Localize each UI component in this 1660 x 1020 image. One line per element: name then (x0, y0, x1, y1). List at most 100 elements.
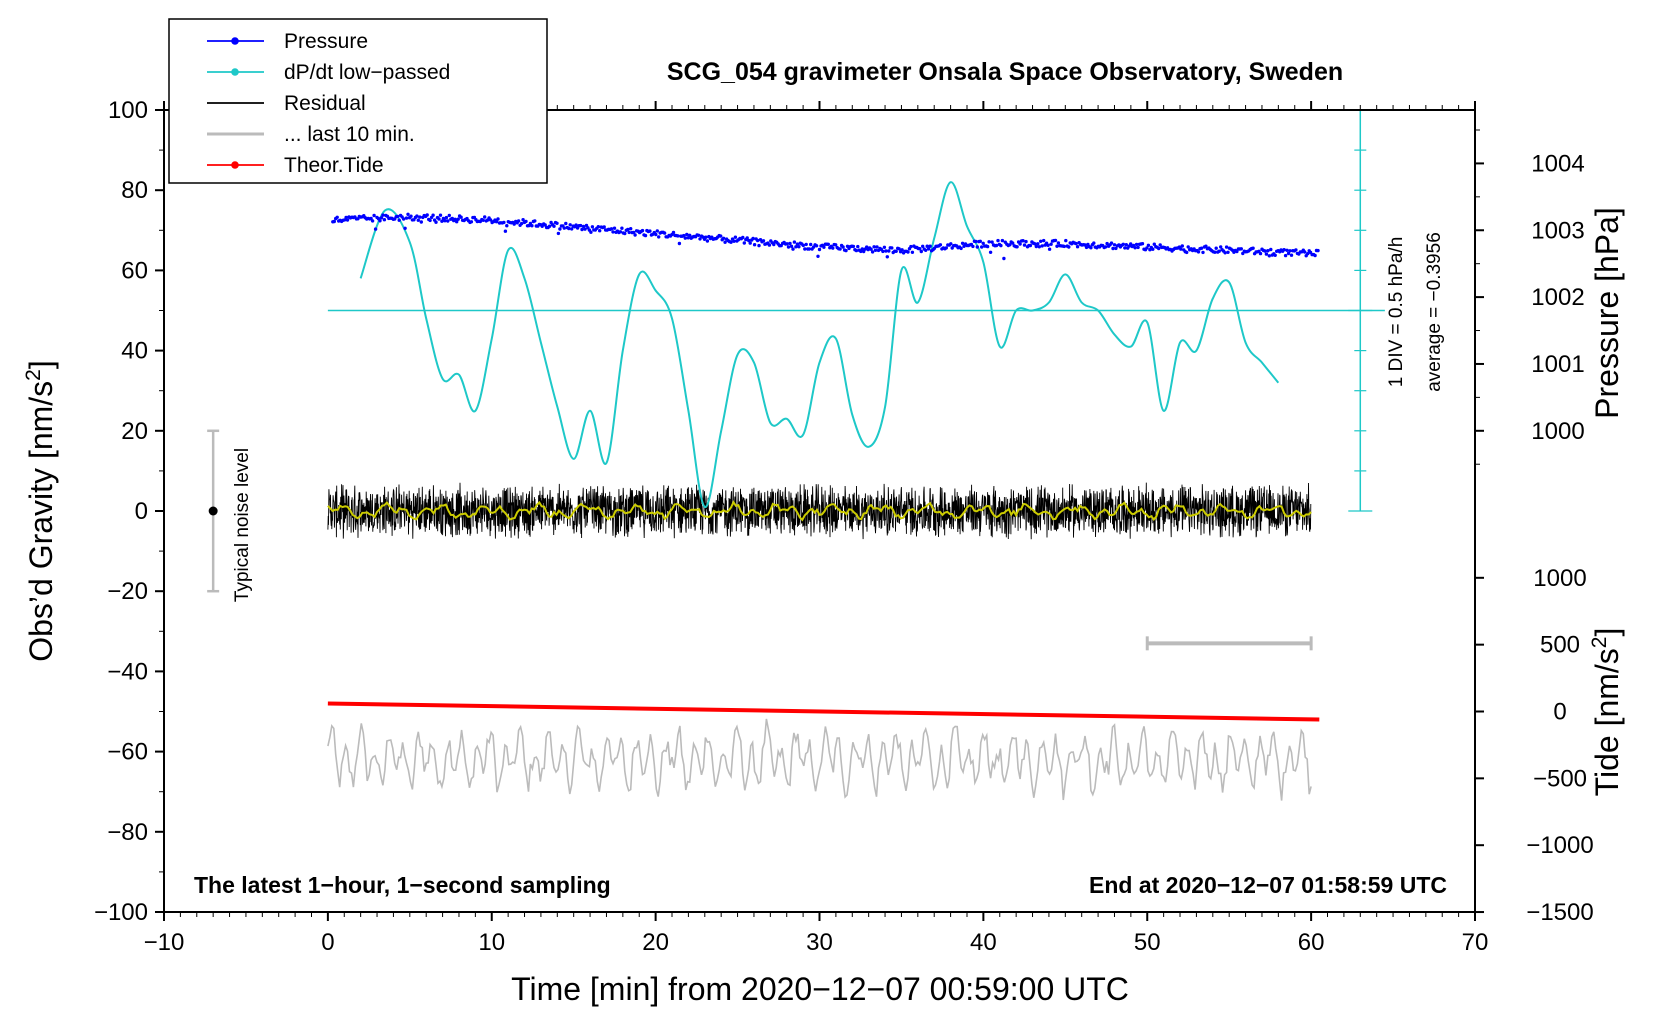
pressure-dot (1285, 248, 1289, 252)
pressure-dot (1199, 246, 1204, 250)
pressure-dot (872, 245, 876, 249)
pressure-dot (481, 218, 485, 222)
pressure-dot (335, 215, 339, 219)
pressure-dot (618, 230, 623, 234)
pressure-dot (822, 245, 826, 249)
pressure-dot (488, 218, 493, 222)
pressure-dot (854, 248, 859, 253)
residual-smoothed-line (327, 500, 1312, 522)
pressure-tick-label: 1003 (1531, 217, 1584, 244)
pressure-dot (1056, 241, 1061, 245)
pressure-dot (928, 244, 932, 248)
dpdt-line (359, 181, 1280, 509)
pressure-dot (1018, 242, 1022, 246)
pressure-dot (1185, 250, 1189, 255)
pressure-dot (1140, 242, 1145, 246)
pressure-dot (370, 219, 375, 223)
pressure-dot (772, 242, 776, 247)
pressure-dot (921, 244, 925, 248)
pressure-dot (1055, 244, 1059, 248)
pressure-dot (978, 239, 982, 243)
pressure-dot (990, 240, 994, 244)
pressure-dot (381, 213, 385, 217)
legend-swatch-dot (231, 37, 239, 45)
pressure-dot (655, 229, 659, 233)
pressure-dot (580, 227, 584, 232)
pressure-dot (1294, 248, 1298, 252)
pressure-dot (869, 247, 873, 251)
pressure-dot (494, 220, 499, 224)
pressure-dot (602, 225, 606, 229)
pressure-dot (975, 245, 979, 249)
pressure-dot (747, 238, 751, 243)
pressure-dot (1145, 246, 1149, 250)
pressure-dot (1224, 245, 1229, 249)
pressure-dot (817, 247, 822, 252)
pressure-dot (994, 243, 999, 248)
pressure-dot (881, 249, 885, 254)
pressure-dot (887, 249, 891, 253)
pressure-dot (919, 249, 923, 254)
pressure-dot (590, 225, 595, 229)
pressure-dot (1269, 247, 1273, 252)
pressure-dot (589, 230, 593, 234)
pressure-dot (626, 227, 630, 232)
pressure-dot (428, 218, 432, 223)
pressure-dot (999, 243, 1003, 248)
pressure-dot (533, 219, 537, 223)
x-tick-label: 10 (478, 929, 505, 956)
pressure-dot (890, 246, 894, 250)
pressure-dot (1266, 249, 1270, 253)
pressure-dot (598, 229, 602, 233)
pressure-dot (831, 246, 835, 250)
pressure-dot (1074, 241, 1078, 246)
pressure-dot (469, 220, 474, 224)
x-tick-label: 40 (970, 929, 997, 956)
pressure-dot (596, 225, 600, 229)
pressure-dot (971, 244, 975, 249)
pressure-dot (1157, 246, 1161, 251)
pressure-dot (860, 247, 864, 251)
pressure-dot (555, 221, 559, 225)
tide-tick-label: −1500 (1526, 899, 1593, 926)
pressure-dot (1033, 242, 1037, 246)
legend: Pressure dP/dt low−passed Residual ... last… (168, 18, 548, 184)
pressure-dot (1089, 246, 1093, 250)
pressure-dot (755, 238, 760, 243)
y-tick-label: −40 (107, 658, 148, 685)
pressure-dot (1084, 245, 1089, 250)
pressure-dot (816, 254, 820, 258)
pressure-dot (1111, 246, 1115, 251)
pressure-dot (1235, 249, 1239, 254)
pressure-dot (415, 214, 419, 218)
pressure-dot (578, 223, 583, 228)
x-tick-label: 60 (1298, 929, 1325, 956)
pressure-dot (1286, 251, 1291, 256)
pressure-dot (797, 245, 801, 249)
pressure-dot (1313, 253, 1317, 258)
pressure-dot (1021, 239, 1025, 243)
pressure-dot (418, 215, 422, 219)
residual-line (327, 482, 1312, 540)
pressure-dot (662, 231, 667, 235)
pressure-dot (1264, 252, 1269, 256)
pressure-dot (1024, 239, 1028, 244)
pressure-dot (372, 213, 376, 218)
pressure-dot (1000, 238, 1005, 243)
y-tick-label: 40 (121, 338, 148, 365)
pressure-dot (512, 222, 516, 226)
pressure-dot (440, 219, 444, 223)
y-tick-label: −80 (107, 819, 148, 846)
pressure-dot (431, 213, 435, 217)
pressure-dot (826, 242, 830, 246)
pressure-dot (795, 242, 800, 246)
pressure-dot (1064, 238, 1068, 243)
legend-label: ... last 10 min. (284, 123, 415, 146)
pressure-dot (1223, 251, 1227, 255)
pressure-dot (1258, 251, 1263, 256)
pressure-dot (562, 226, 566, 230)
x-tick-label: −10 (144, 929, 185, 956)
pressure-dot (686, 236, 690, 240)
pressure-dot (1283, 253, 1288, 258)
